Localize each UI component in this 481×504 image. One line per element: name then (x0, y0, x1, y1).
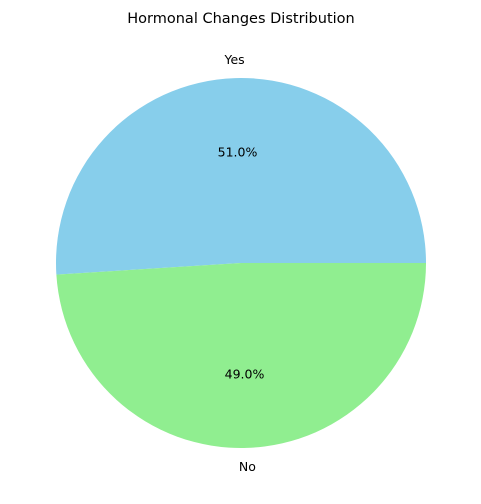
pie-labels: Yes 51.0% No 49.0% (218, 52, 265, 474)
percent-label-yes: 51.0% (218, 145, 258, 160)
pie-slices (55, 77, 427, 448)
chart-title: Hormonal Changes Distribution (127, 11, 354, 27)
slice-label-no: No (239, 459, 256, 474)
slice-label-yes: Yes (224, 52, 245, 67)
pie-slice-no (56, 263, 427, 448)
pie-slice-yes (55, 77, 426, 275)
percent-label-no: 49.0% (225, 366, 265, 381)
